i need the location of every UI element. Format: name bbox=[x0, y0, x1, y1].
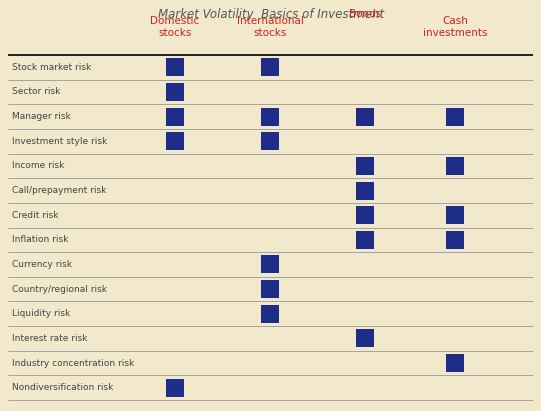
Text: Interest rate risk: Interest rate risk bbox=[12, 334, 88, 343]
Bar bbox=[261, 305, 279, 323]
Bar bbox=[261, 58, 279, 76]
Bar bbox=[261, 132, 279, 150]
Text: Stock market risk: Stock market risk bbox=[12, 63, 91, 72]
Text: Currency risk: Currency risk bbox=[12, 260, 72, 269]
Bar bbox=[166, 108, 184, 126]
Text: Country/regional risk: Country/regional risk bbox=[12, 284, 107, 293]
Bar bbox=[446, 108, 464, 126]
Text: Income risk: Income risk bbox=[12, 162, 64, 171]
Bar bbox=[356, 157, 374, 175]
Bar bbox=[166, 379, 184, 397]
Bar bbox=[446, 206, 464, 224]
Text: Industry concentration risk: Industry concentration risk bbox=[12, 358, 134, 367]
Text: Inflation risk: Inflation risk bbox=[12, 236, 68, 244]
Bar bbox=[261, 108, 279, 126]
Text: Bonds: Bonds bbox=[349, 9, 381, 19]
Text: Cash
investments: Cash investments bbox=[423, 16, 487, 37]
Text: Manager risk: Manager risk bbox=[12, 112, 71, 121]
Text: Domestic
stocks: Domestic stocks bbox=[150, 16, 200, 37]
Text: Liquidity risk: Liquidity risk bbox=[12, 309, 70, 318]
Bar bbox=[356, 182, 374, 199]
Bar bbox=[446, 354, 464, 372]
Bar bbox=[261, 280, 279, 298]
Text: Sector risk: Sector risk bbox=[12, 88, 61, 97]
Bar bbox=[261, 256, 279, 273]
Text: Credit risk: Credit risk bbox=[12, 211, 58, 219]
Bar bbox=[166, 58, 184, 76]
Bar bbox=[356, 231, 374, 249]
Bar bbox=[356, 108, 374, 126]
Text: Nondiversification risk: Nondiversification risk bbox=[12, 383, 114, 392]
Bar bbox=[356, 206, 374, 224]
Text: Market Volatility  Basics of Investment: Market Volatility Basics of Investment bbox=[158, 8, 384, 21]
Text: Call/prepayment risk: Call/prepayment risk bbox=[12, 186, 107, 195]
Bar bbox=[446, 157, 464, 175]
Bar bbox=[446, 231, 464, 249]
Bar bbox=[166, 83, 184, 101]
Text: Investment style risk: Investment style risk bbox=[12, 137, 107, 146]
Bar bbox=[166, 132, 184, 150]
Bar bbox=[356, 329, 374, 347]
Text: International
stocks: International stocks bbox=[236, 16, 304, 37]
